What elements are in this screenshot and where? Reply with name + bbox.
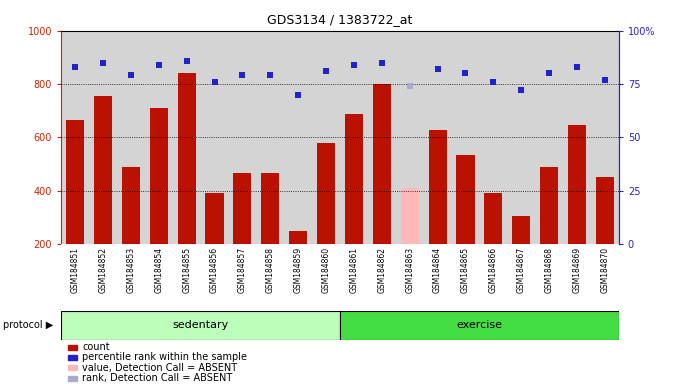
Text: GSM184861: GSM184861	[350, 247, 358, 293]
Bar	[61, 311, 340, 340]
Text: rank, Detection Call = ABSENT: rank, Detection Call = ABSENT	[82, 373, 233, 383]
Bar	[317, 143, 335, 244]
Text: GSM184856: GSM184856	[210, 247, 219, 293]
Bar	[512, 216, 530, 244]
Text: GSM184869: GSM184869	[573, 247, 581, 293]
Bar	[233, 173, 252, 244]
Bar	[177, 73, 196, 244]
Text: GSM184863: GSM184863	[405, 247, 414, 293]
Text: GSM184851: GSM184851	[71, 247, 80, 293]
Text: protocol ▶: protocol ▶	[3, 320, 54, 331]
Bar	[428, 130, 447, 244]
Bar	[150, 108, 168, 244]
Text: percentile rank within the sample: percentile rank within the sample	[82, 353, 248, 362]
Text: GDS3134 / 1383722_at: GDS3134 / 1383722_at	[267, 13, 413, 26]
Bar	[373, 84, 391, 244]
Bar	[205, 193, 224, 244]
Bar	[484, 193, 503, 244]
Bar	[122, 167, 140, 244]
Bar	[401, 189, 419, 244]
Text: GSM184854: GSM184854	[154, 247, 163, 293]
Bar	[261, 173, 279, 244]
Text: GSM184858: GSM184858	[266, 247, 275, 293]
Text: exercise: exercise	[456, 320, 503, 331]
Bar	[568, 125, 586, 244]
Text: GSM184865: GSM184865	[461, 247, 470, 293]
Text: sedentary: sedentary	[173, 320, 228, 331]
Text: GSM184859: GSM184859	[294, 247, 303, 293]
Bar	[345, 114, 363, 244]
Text: GSM184860: GSM184860	[322, 247, 330, 293]
Text: GSM184853: GSM184853	[126, 247, 135, 293]
Text: GSM184870: GSM184870	[600, 247, 609, 293]
Text: GSM184857: GSM184857	[238, 247, 247, 293]
Bar	[456, 156, 475, 244]
Text: GSM184866: GSM184866	[489, 247, 498, 293]
Bar	[66, 120, 84, 244]
Bar	[94, 96, 112, 244]
Text: value, Detection Call = ABSENT: value, Detection Call = ABSENT	[82, 363, 237, 373]
Bar	[596, 177, 614, 244]
Bar	[540, 167, 558, 244]
Text: GSM184852: GSM184852	[99, 247, 107, 293]
Text: GSM184855: GSM184855	[182, 247, 191, 293]
Text: GSM184867: GSM184867	[517, 247, 526, 293]
Text: GSM184864: GSM184864	[433, 247, 442, 293]
Bar	[289, 231, 307, 244]
Bar	[340, 311, 619, 340]
Text: GSM184862: GSM184862	[377, 247, 386, 293]
Text: count: count	[82, 342, 110, 352]
Text: GSM184868: GSM184868	[545, 247, 554, 293]
